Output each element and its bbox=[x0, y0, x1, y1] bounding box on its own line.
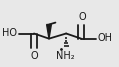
Text: HO: HO bbox=[2, 28, 17, 38]
Text: OH: OH bbox=[98, 33, 113, 43]
Text: NH₂: NH₂ bbox=[56, 51, 74, 61]
Polygon shape bbox=[47, 25, 51, 39]
Text: O: O bbox=[30, 51, 38, 61]
Text: O: O bbox=[78, 12, 86, 22]
